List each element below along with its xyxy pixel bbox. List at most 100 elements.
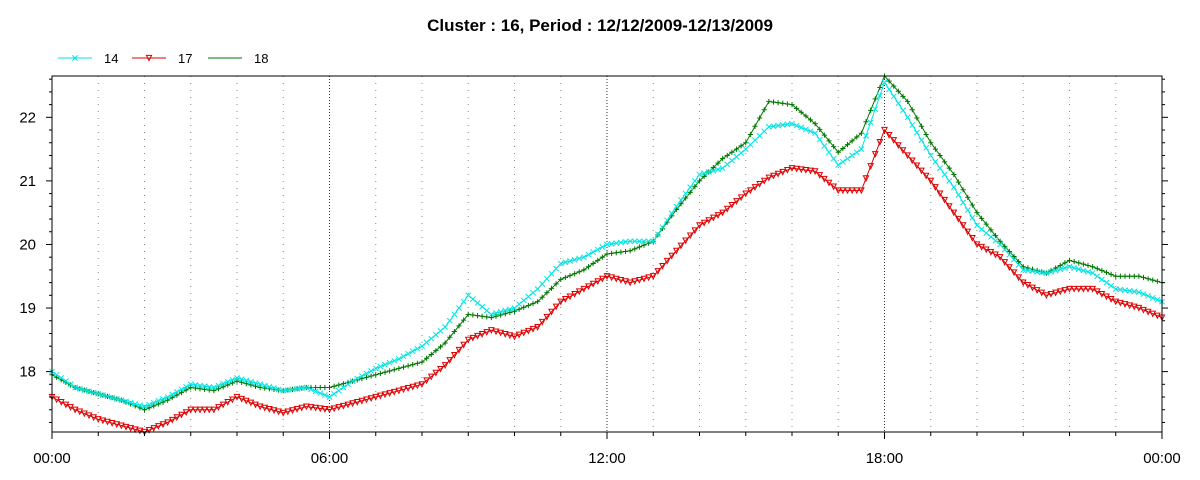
legend-marker xyxy=(145,54,153,62)
data-point xyxy=(728,201,736,209)
data-point xyxy=(904,114,911,121)
data-point xyxy=(1080,261,1086,267)
y-tick-label: 22 xyxy=(19,109,36,126)
data-point xyxy=(437,327,444,334)
data-point xyxy=(872,96,878,102)
data-point xyxy=(150,425,158,432)
data-point xyxy=(1126,287,1133,294)
data-point xyxy=(303,384,310,391)
legend-label: 14 xyxy=(104,51,118,66)
data-point xyxy=(710,164,716,171)
data-point xyxy=(576,269,582,275)
data-point xyxy=(891,83,897,89)
data-point xyxy=(424,355,430,361)
data-point xyxy=(816,136,823,143)
data-point xyxy=(99,417,107,425)
data-point xyxy=(1112,286,1119,292)
data-point xyxy=(682,190,689,197)
data-point xyxy=(460,341,468,349)
data-point xyxy=(811,168,819,176)
data-point xyxy=(1117,286,1124,293)
data-point xyxy=(188,384,194,391)
data-point xyxy=(1033,287,1041,294)
data-point xyxy=(1103,269,1110,276)
data-point xyxy=(622,248,629,255)
data-point xyxy=(1075,285,1083,293)
chart-title: Cluster : 16, Period : 12/12/2009-12/13/… xyxy=(427,16,773,35)
data-point xyxy=(937,152,943,159)
data-point xyxy=(797,166,805,174)
data-point xyxy=(594,246,601,253)
data-point xyxy=(94,416,102,424)
data-point xyxy=(543,313,551,321)
y-axis: 18 19 20 21 22 xyxy=(19,78,1168,423)
data-point xyxy=(1010,269,1018,277)
data-point xyxy=(377,363,384,370)
data-point xyxy=(714,212,722,219)
data-point xyxy=(812,130,819,137)
data-point xyxy=(141,403,148,410)
data-point xyxy=(173,388,180,395)
data-point xyxy=(913,129,920,136)
data-point xyxy=(345,381,351,388)
data-point xyxy=(752,123,758,129)
data-point xyxy=(409,348,416,355)
data-point xyxy=(858,130,864,136)
data-point xyxy=(501,331,509,338)
data-point xyxy=(390,388,398,396)
data-point xyxy=(57,399,65,406)
data-point xyxy=(641,238,647,245)
data-point xyxy=(955,191,962,198)
data-point xyxy=(645,238,652,245)
data-point xyxy=(922,172,930,180)
data-point xyxy=(1094,266,1100,272)
data-point xyxy=(946,165,952,171)
data-point xyxy=(219,401,227,409)
data-point xyxy=(460,298,467,305)
data-point xyxy=(918,137,925,144)
data-point xyxy=(344,401,352,409)
data-point xyxy=(474,313,481,319)
data-point xyxy=(451,311,458,318)
data-point xyxy=(844,187,851,195)
data-point xyxy=(432,369,440,377)
data-point xyxy=(339,402,347,410)
data-point xyxy=(979,215,985,221)
data-point xyxy=(358,397,366,405)
data-point xyxy=(280,387,287,394)
data-point xyxy=(238,376,245,383)
series-line-18 xyxy=(51,75,1163,411)
data-point xyxy=(86,388,92,395)
data-point xyxy=(691,177,698,184)
data-point xyxy=(1154,278,1160,284)
data-point xyxy=(469,334,477,342)
data-point xyxy=(905,98,911,105)
data-point xyxy=(997,238,1003,244)
data-point xyxy=(340,381,346,387)
data-point xyxy=(539,294,545,300)
x-tick-label: 18:00 xyxy=(866,450,904,467)
data-point xyxy=(585,251,592,258)
y-tick-label: 18 xyxy=(19,364,36,381)
data-point xyxy=(113,395,120,402)
data-point xyxy=(479,313,485,319)
data-point xyxy=(534,286,541,292)
data-point xyxy=(840,145,846,152)
data-point xyxy=(146,405,152,411)
data-point xyxy=(335,404,343,411)
data-point xyxy=(363,374,370,380)
data-point xyxy=(927,177,935,185)
data-point xyxy=(908,157,916,165)
data-point xyxy=(118,397,125,404)
data-point xyxy=(756,132,763,139)
data-point xyxy=(386,390,394,397)
data-point xyxy=(62,378,69,385)
data-point xyxy=(165,397,171,403)
data-point xyxy=(373,372,379,378)
data-point xyxy=(1005,264,1013,272)
data-point xyxy=(895,88,901,94)
data-point xyxy=(885,132,893,139)
data-point xyxy=(367,395,375,403)
data-point xyxy=(820,175,828,183)
data-point xyxy=(987,233,994,240)
